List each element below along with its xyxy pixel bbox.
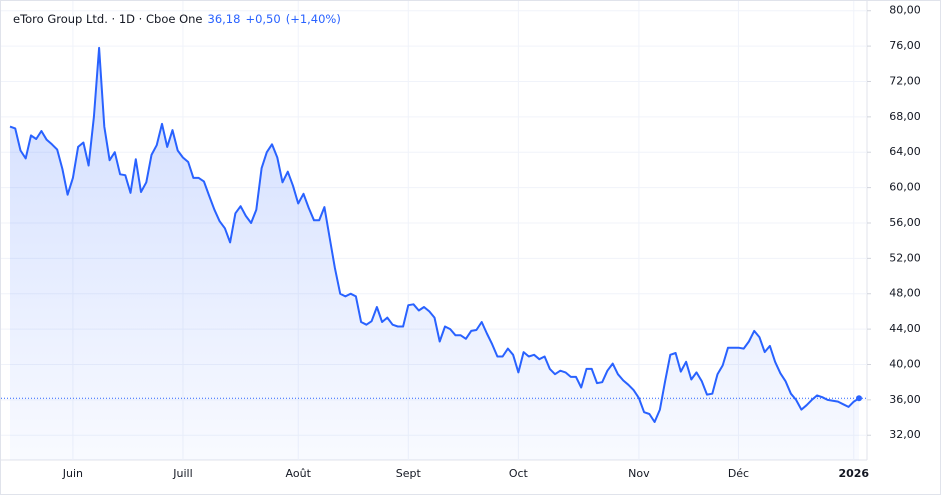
x-tick-label: Sept (396, 467, 422, 480)
last-price: 36,18 (207, 12, 241, 26)
x-tick-label: Août (286, 467, 312, 480)
change-percent: (+1,40%) (285, 12, 341, 26)
y-tick-label: 52,00 (889, 251, 921, 264)
y-tick-label: 80,00 (889, 4, 921, 17)
price-line (9, 46, 860, 423)
x-tick-label: Nov (628, 467, 650, 480)
area-fill (10, 47, 859, 461)
y-tick-label: 60,00 (889, 181, 921, 194)
x-tick-label: Déc (728, 467, 749, 480)
y-tick-label: 76,00 (889, 39, 921, 52)
x-tick-label: 2026 (838, 467, 869, 480)
change: +0,50 (245, 12, 281, 26)
x-tick-label: Oct (509, 467, 529, 480)
x-tick-label: Juill (172, 467, 192, 480)
header: eToro Group Ltd. · 1D · Cboe One 36,18 +0,… (13, 12, 341, 26)
y-tick-label: 40,00 (889, 357, 921, 370)
x-tick-label: Juin (62, 467, 83, 480)
y-tick-label: 48,00 (889, 287, 921, 300)
y-tick-label: 36,00 (889, 393, 921, 406)
y-tick-label: 68,00 (889, 110, 921, 123)
last-point (856, 395, 862, 402)
y-tick-label: 64,00 (889, 145, 921, 158)
y-tick-label: 72,00 (889, 74, 921, 87)
y-tick-label: 44,00 (889, 322, 921, 335)
title: eToro Group Ltd. · 1D · Cboe One (13, 12, 203, 26)
y-tick-label: 56,00 (889, 216, 921, 229)
y-tick-label: 32,00 (889, 428, 921, 441)
